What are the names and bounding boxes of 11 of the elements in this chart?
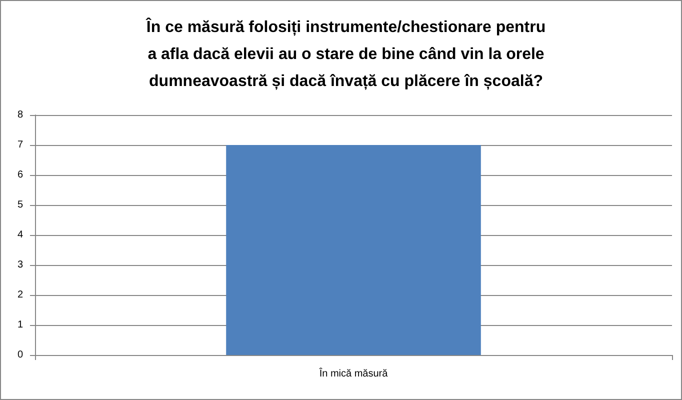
chart-title: În ce măsură folosiți instrumente/chestionare pentru a afla dacă elevii au o stare de bine când vin la orele dumneavoastră și dacă învață cu plăcere în școală? <box>145 17 546 90</box>
y-tick-label: 7 <box>17 140 24 150</box>
y-tick-label: 4 <box>17 230 24 240</box>
y-tick-label: 2 <box>17 290 24 300</box>
y-tick-label: 1 <box>17 320 24 330</box>
y-tick-label: 8 <box>17 110 24 120</box>
y-tick-label: 5 <box>17 200 24 210</box>
y-tick-label: 0 <box>17 350 24 360</box>
y-tick-label: 3 <box>17 260 24 270</box>
x-tick-label: În mică măsură <box>318 368 388 380</box>
y-tick-label: 6 <box>17 170 24 180</box>
